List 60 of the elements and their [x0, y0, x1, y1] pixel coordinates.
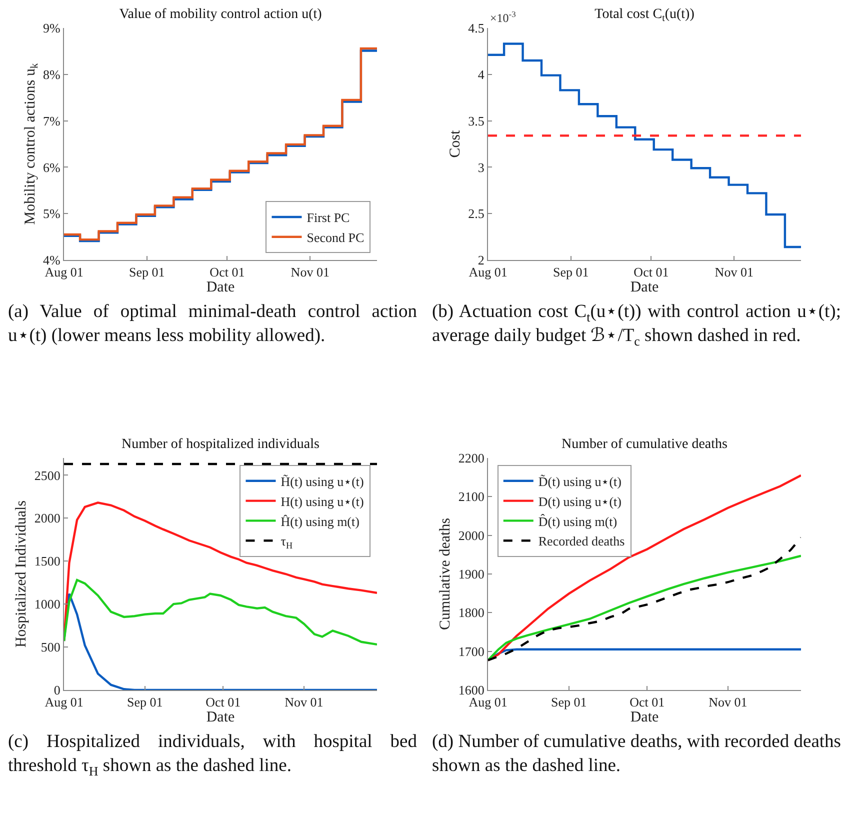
- x-axis-title: Date: [206, 710, 235, 726]
- x-tick-label: Oct 01: [210, 264, 245, 280]
- y-tick-label: 1500: [34, 554, 60, 569]
- y-tick-label: 2000: [34, 510, 60, 526]
- chart-title: Value of mobility control action u(t): [119, 7, 322, 22]
- x-tick-label: Sep 01: [553, 264, 589, 280]
- legend-label: D̂(t) using m(t): [538, 513, 618, 529]
- y-tick-label: 1700: [458, 644, 484, 659]
- line-series: [64, 578, 377, 646]
- y-tick-label: 5%: [43, 206, 61, 222]
- legend-label: H̃(t) using u⋆(t): [280, 474, 364, 489]
- y-tick-label: 4.5: [468, 20, 484, 36]
- y-axis-title: Hospitalized Individuals: [14, 500, 30, 648]
- chart-title: Number of cumulative deaths: [561, 437, 728, 452]
- legend-label: Ĥ(t) using m(t): [280, 514, 360, 529]
- chart-title: Number of hospitalized individuals: [122, 437, 320, 452]
- y-axis-title: Cumulative deaths: [438, 518, 454, 630]
- y-tick-label: 1900: [458, 566, 484, 582]
- y-tick-label: 2000: [458, 528, 484, 543]
- y-tick-label: 7%: [43, 113, 61, 128]
- text: (a) Value of optimal minimal-death control action u⋆(t) (lower means less mobility allowed).: [7, 301, 418, 348]
- legend-label: Recorded deaths: [538, 534, 625, 549]
- x-tick-label: Oct 01: [634, 264, 669, 280]
- x-tick-label: Sep 01: [129, 264, 165, 280]
- y-axis-title: Cost: [447, 129, 464, 158]
- y-tick-label: 3: [478, 160, 484, 175]
- y-tick-label: 2100: [458, 489, 484, 504]
- text: (b) Actuation cost C$_{t}$(u⋆(t)) with control action u⋆(t); average daily budget ℬ⋆/T$_{c}$ shown dashed in red.: [431, 301, 842, 349]
- text: ×10$^{-3}$: [490, 10, 516, 26]
- text: (d) Number of cumulative deaths, with recorded deaths shown as the dashed line.: [431, 731, 842, 778]
- y-tick-label: 2500: [34, 468, 60, 483]
- x-tick-label: Sep 01: [126, 694, 163, 710]
- y-tick-label: 500: [40, 640, 60, 655]
- legend-label: D(t) using u⋆(t): [538, 494, 622, 509]
- y-tick-label: 8%: [43, 66, 61, 82]
- x-tick-label: Oct 01: [206, 694, 241, 710]
- x-tick-label: Nov 01: [708, 694, 748, 710]
- legend-label: τ$_{H}$: [280, 534, 293, 550]
- chart-title: Total cost C$_{t}$(u(t)): [594, 7, 695, 24]
- x-axis-title: Date: [630, 280, 659, 296]
- y-tick-label: 9%: [43, 20, 61, 36]
- y-tick-label: 1000: [34, 596, 60, 612]
- legend-label: D̃(t) using u⋆(t): [538, 474, 622, 489]
- y-tick-label: 1800: [458, 605, 484, 620]
- y-tick-label: 3.5: [468, 113, 484, 128]
- y-tick-label: 2200: [458, 450, 484, 466]
- x-axis-title: Date: [630, 710, 659, 726]
- x-tick-label: Nov 01: [290, 264, 330, 280]
- y-tick-label: 6%: [43, 160, 61, 175]
- text: (c) Hospitalized individuals, with hospital bed threshold τ$_{H}$ shown as the dashed line.: [7, 731, 418, 779]
- x-tick-label: Sep 01: [550, 694, 587, 710]
- legend-label: Second PC: [306, 230, 364, 245]
- y-tick-label: 2.5: [468, 206, 484, 222]
- y-tick-label: 4: [478, 66, 485, 82]
- legend-label: H(t) using u⋆(t): [280, 494, 364, 509]
- legend-label: First PC: [306, 210, 350, 226]
- x-tick-label: Oct 01: [630, 694, 665, 710]
- x-tick-label: Nov 01: [284, 694, 324, 710]
- x-axis-title: Date: [206, 280, 235, 296]
- x-tick-label: Nov 01: [714, 264, 754, 280]
